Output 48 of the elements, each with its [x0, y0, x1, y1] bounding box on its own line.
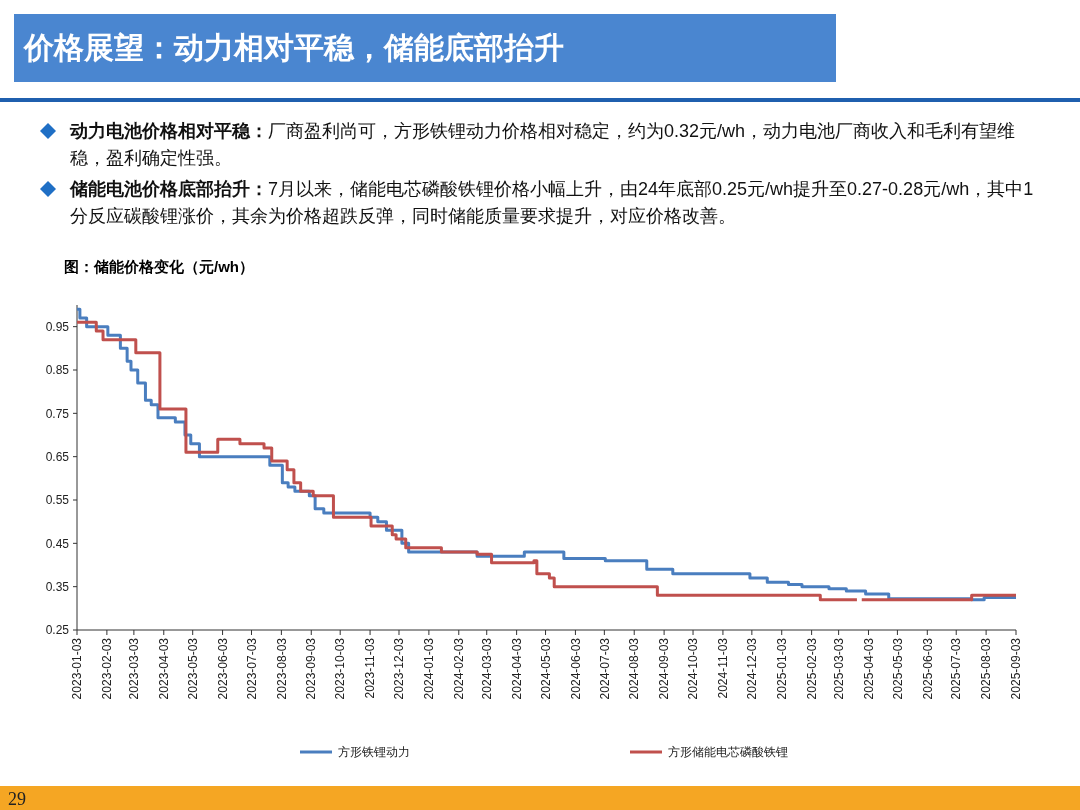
x-tick-label: 2023-09-03	[304, 637, 319, 700]
x-tick-label: 2025-02-03	[804, 637, 819, 700]
y-tick-label: 0.95	[45, 319, 70, 334]
x-tick-label: 2024-08-03	[627, 637, 642, 700]
x-tick-label: 2023-08-03	[274, 637, 289, 700]
x-tick-label: 2023-01-03	[70, 637, 85, 700]
x-tick-label: 2024-06-03	[568, 637, 583, 700]
y-tick-label: 0.25	[45, 623, 70, 638]
x-tick-label: 2023-02-03	[100, 637, 115, 700]
y-tick-label: 0.55	[45, 493, 70, 508]
x-tick-label: 2025-09-03	[1009, 637, 1024, 700]
x-tick-label: 2024-12-03	[745, 637, 760, 700]
x-tick-label: 2025-05-03	[890, 637, 905, 700]
legend-label: 方形铁锂动力	[338, 745, 410, 760]
x-tick-label: 2024-09-03	[657, 637, 672, 700]
chart-subtitle: 图：储能价格变化（元/wh）	[64, 258, 254, 277]
x-tick-label: 2025-04-03	[861, 637, 876, 700]
x-tick-label: 2024-10-03	[686, 637, 701, 700]
x-tick-label: 2024-03-03	[479, 637, 494, 700]
x-tick-label: 2024-05-03	[538, 637, 553, 700]
x-tick-label: 2025-08-03	[979, 637, 994, 700]
y-tick-label: 0.35	[45, 579, 70, 594]
x-tick-label: 2025-01-03	[774, 637, 789, 700]
text: 储能电池价格底部抬升：7月以来，储能电芯磷酸铁锂价格小幅上升，由24年底部0.25元/wh提升至0.27-0.28元/wh，其中1分反应碳酸锂涨价，其余为价格超跌反弹，同时储能质量要求提升，对应价格改善。	[70, 179, 1034, 226]
x-tick-label: 2023-07-03	[244, 637, 259, 700]
x-tick-label: 2025-07-03	[949, 637, 964, 700]
x-tick-label: 2023-10-03	[333, 637, 348, 700]
y-tick-label: 0.85	[45, 363, 70, 378]
x-tick-label: 2025-06-03	[920, 637, 935, 700]
chart-title: 价格展望：动力相对平稳，储能底部抬升	[14, 14, 836, 82]
y-tick-label: 0.65	[45, 449, 70, 464]
x-tick-label: 2023-04-03	[156, 637, 171, 700]
x-tick-label: 2024-07-03	[597, 637, 612, 700]
text: 动力电池价格相对平稳：厂商盈利尚可，方形铁锂动力价格相对稳定，约为0.32元/wh，动力电池厂商收入和毛利有望维稳，盈利确定性强。	[70, 121, 1016, 168]
y-tick-label: 0.45	[45, 536, 70, 551]
x-tick-label: 2024-11-03	[716, 637, 731, 699]
x-tick-label: 2023-03-03	[127, 637, 142, 700]
x-tick-label: 2024-02-03	[451, 637, 466, 700]
text: 29	[8, 789, 26, 809]
x-tick-label: 2023-06-03	[215, 637, 230, 700]
x-tick-label: 2025-03-03	[831, 637, 846, 700]
x-tick-label: 2023-05-03	[185, 637, 200, 700]
y-tick-label: 0.75	[45, 406, 70, 421]
x-tick-label: 2024-04-03	[509, 637, 524, 700]
x-tick-label: 2023-11-03	[363, 637, 378, 699]
x-tick-label: 2023-12-03	[392, 637, 407, 700]
x-tick-label: 2024-01-03	[422, 637, 437, 700]
legend-label: 方形储能电芯磷酸铁锂	[668, 745, 788, 760]
